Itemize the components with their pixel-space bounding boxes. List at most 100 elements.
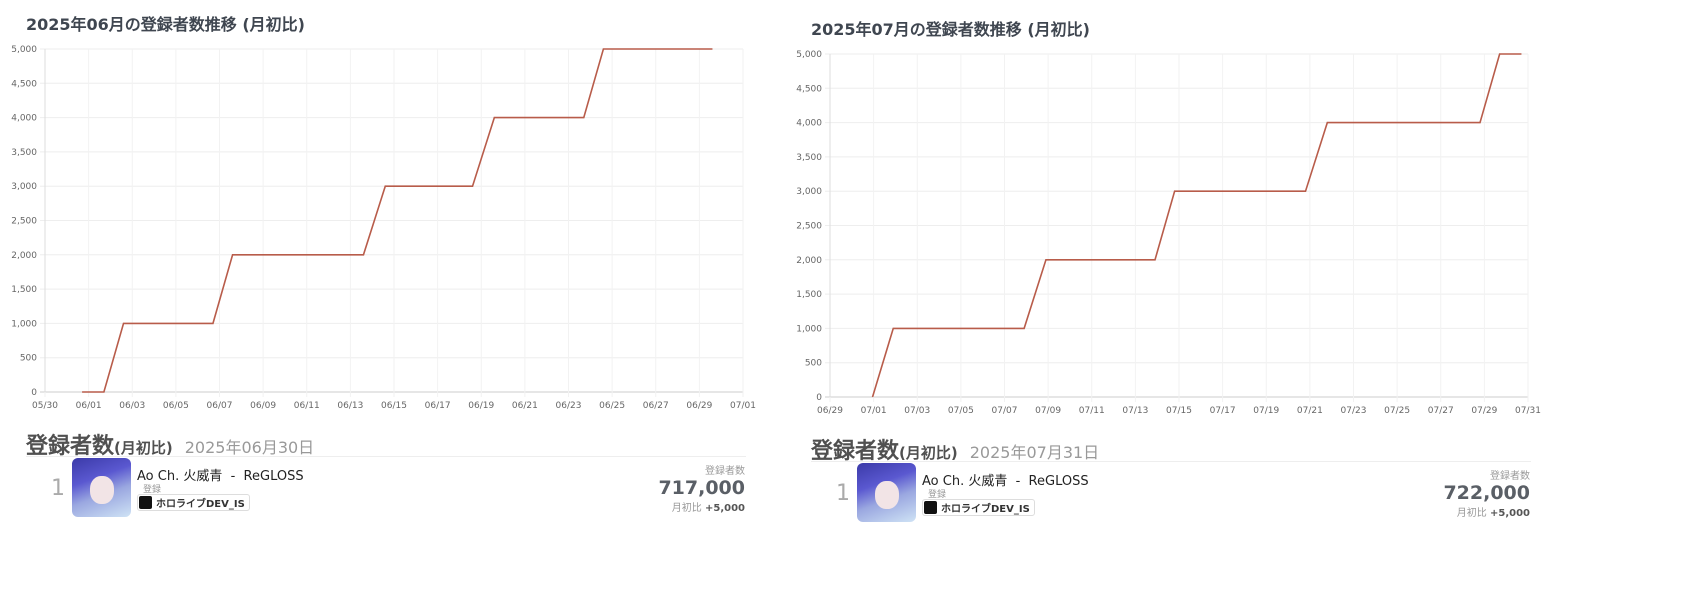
x-tick-label: 07/03 xyxy=(904,406,930,416)
x-tick-label: 06/15 xyxy=(381,401,407,411)
y-tick-label: 2,000 xyxy=(796,256,822,266)
ranking-heading: 登録者数 xyxy=(811,439,900,464)
diff-label: 月初比 xyxy=(1456,508,1487,519)
y-tick-label: 4,500 xyxy=(11,79,37,89)
subscriber-count: 717,000 xyxy=(658,477,745,499)
diff-label: 月初比 xyxy=(671,503,702,514)
group-logo-icon xyxy=(924,501,937,514)
x-tick-label: 07/19 xyxy=(1253,406,1279,416)
x-tick-label: 07/27 xyxy=(1428,406,1454,416)
channel-name-link[interactable]: Ao Ch. 火威青 - ReGLOSS xyxy=(137,469,304,484)
y-tick-label: 5,000 xyxy=(11,45,37,55)
x-tick-label: 06/25 xyxy=(599,401,625,411)
y-tick-label: 4,000 xyxy=(11,114,37,124)
x-tick-label: 07/11 xyxy=(1079,406,1105,416)
ranking-heading: 登録者数 xyxy=(26,434,115,459)
x-tick-label: 06/27 xyxy=(643,401,669,411)
diff-value: +5,000 xyxy=(1489,508,1530,519)
subscriber-count: 722,000 xyxy=(1443,482,1530,504)
group-name: ホロライブDEV_IS xyxy=(941,504,1030,515)
group-name: ホロライブDEV_IS xyxy=(156,499,245,510)
y-tick-label: 0 xyxy=(31,388,37,398)
x-tick-label: 07/01 xyxy=(861,406,887,416)
ranking-header: 登録者数(月初比) 2025年07月31日 xyxy=(811,433,1099,465)
y-tick-label: 2,500 xyxy=(796,222,822,232)
ranking-heading-sub: (月初比) xyxy=(899,444,958,462)
ranking-header: 登録者数(月初比) 2025年06月30日 xyxy=(26,428,314,460)
chart-panel-june: 2025年06月の登録者数推移 (月初比) 0 500 1,000 1,500 2,00… xyxy=(0,0,770,586)
divider xyxy=(26,456,746,457)
ranking-heading-sub: (月初比) xyxy=(114,439,173,457)
y-tick-label: 2,500 xyxy=(11,217,37,227)
x-tick-label: 07/17 xyxy=(1210,406,1236,416)
y-tick-label: 3,500 xyxy=(796,153,822,163)
x-tick-label: 06/01 xyxy=(76,401,102,411)
group-badge[interactable]: ホロライブDEV_IS xyxy=(922,499,1035,516)
y-tick-label: 1,000 xyxy=(796,324,822,334)
count-label: 登録者数 xyxy=(705,466,745,477)
x-tick-label: 07/23 xyxy=(1341,406,1367,416)
x-tick-label: 06/29 xyxy=(817,406,843,416)
y-tick-label: 500 xyxy=(805,359,822,369)
x-tick-label: 06/11 xyxy=(294,401,320,411)
subscriber-series-line xyxy=(871,53,1522,398)
x-tick-label: 06/23 xyxy=(556,401,582,411)
subscriber-series-line xyxy=(82,48,713,393)
x-tick-label: 07/01 xyxy=(730,401,756,411)
y-tick-label: 1,500 xyxy=(11,285,37,295)
count-label: 登録者数 xyxy=(1490,471,1530,482)
chart-title: 2025年06月の登録者数推移 (月初比) xyxy=(26,15,305,34)
x-tick-label: 06/07 xyxy=(207,401,233,411)
x-tick-label: 07/09 xyxy=(1035,406,1061,416)
x-tick-label: 06/19 xyxy=(468,401,494,411)
y-tick-label: 2,000 xyxy=(11,251,37,261)
group-badge[interactable]: ホロライブDEV_IS xyxy=(137,494,250,511)
monthly-diff: 月初比 +5,000 xyxy=(658,499,745,514)
rank-number: 1 xyxy=(51,476,65,501)
y-tick-label: 5,000 xyxy=(796,50,822,60)
chart-title: 2025年07月の登録者数推移 (月初比) xyxy=(811,20,1090,39)
subscriber-line-chart: 0 500 1,000 1,500 2,000 2,500 3,000 3,500 4,000 4… xyxy=(796,50,1541,416)
monthly-diff: 月初比 +5,000 xyxy=(1443,504,1530,519)
x-tick-label: 06/03 xyxy=(119,401,145,411)
y-tick-label: 3,000 xyxy=(11,182,37,192)
x-tick-label: 07/07 xyxy=(992,406,1018,416)
y-tick-label: 0 xyxy=(816,393,822,403)
channel-avatar[interactable] xyxy=(72,458,131,517)
y-tick-label: 500 xyxy=(20,354,37,364)
x-tick-label: 07/21 xyxy=(1297,406,1323,416)
subscriber-stats: 登録者数 722,000 月初比 +5,000 xyxy=(1443,467,1530,519)
divider xyxy=(811,461,1531,462)
x-tick-label: 07/31 xyxy=(1515,406,1541,416)
channel-tag: 登録 xyxy=(143,485,162,495)
y-tick-label: 3,500 xyxy=(11,148,37,158)
x-tick-label: 07/15 xyxy=(1166,406,1192,416)
x-tick-label: 06/05 xyxy=(163,401,189,411)
x-tick-label: 06/09 xyxy=(250,401,276,411)
x-tick-label: 06/29 xyxy=(686,401,712,411)
x-tick-label: 07/05 xyxy=(948,406,974,416)
y-tick-label: 4,000 xyxy=(796,119,822,129)
x-tick-label: 06/13 xyxy=(337,401,363,411)
group-logo-icon xyxy=(139,496,152,509)
subscriber-stats: 登録者数 717,000 月初比 +5,000 xyxy=(658,462,745,514)
channel-name-link[interactable]: Ao Ch. 火威青 - ReGLOSS xyxy=(922,474,1089,489)
chart-panel-july: 2025年07月の登録者数推移 (月初比) 0 500 1,000 1,500 2,00… xyxy=(785,5,1555,591)
x-tick-label: 07/13 xyxy=(1122,406,1148,416)
x-tick-label: 05/30 xyxy=(32,401,58,411)
ranking-date: 2025年07月31日 xyxy=(969,443,1100,462)
diff-value: +5,000 xyxy=(704,503,745,514)
subscriber-line-chart: 0 500 1,000 1,500 2,000 2,500 3,000 3,500 4,000 4… xyxy=(11,45,756,411)
channel-avatar[interactable] xyxy=(857,463,916,522)
y-tick-label: 1,500 xyxy=(796,290,822,300)
y-tick-label: 4,500 xyxy=(796,84,822,94)
x-tick-label: 06/17 xyxy=(425,401,451,411)
x-tick-label: 07/29 xyxy=(1471,406,1497,416)
y-tick-label: 3,000 xyxy=(796,187,822,197)
ranking-date: 2025年06月30日 xyxy=(184,438,315,457)
channel-tag: 登録 xyxy=(928,490,947,500)
x-tick-label: 07/25 xyxy=(1384,406,1410,416)
x-tick-label: 06/21 xyxy=(512,401,538,411)
rank-number: 1 xyxy=(836,481,850,506)
y-tick-label: 1,000 xyxy=(11,319,37,329)
